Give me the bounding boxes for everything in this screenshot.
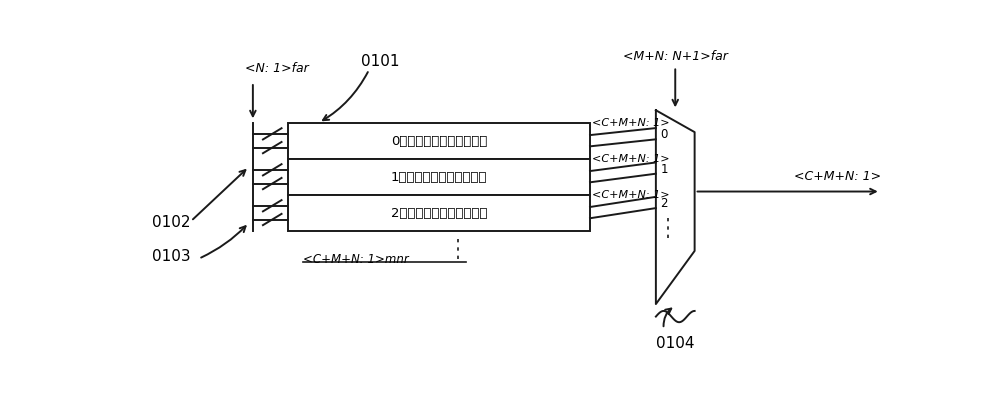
Text: 2: 2: [661, 196, 668, 209]
Text: 0102: 0102: [152, 214, 191, 229]
Text: <C+M+N: 1>: <C+M+N: 1>: [592, 190, 670, 200]
Bar: [288, 124, 590, 159]
Text: 0103: 0103: [152, 249, 191, 264]
Text: 1号传统型块地址跳转模块: 1号传统型块地址跳转模块: [391, 171, 487, 184]
Bar: [288, 195, 590, 231]
Text: <C+M+N: 1>mnr: <C+M+N: 1>mnr: [303, 253, 409, 266]
Text: <N: 1>far: <N: 1>far: [245, 62, 309, 75]
Text: 0号传统型块地址跳转模块: 0号传统型块地址跳转模块: [391, 135, 487, 148]
Text: 0: 0: [661, 128, 668, 141]
Bar: [288, 159, 590, 195]
Text: 2号传统型块地址跳转模块: 2号传统型块地址跳转模块: [391, 207, 487, 220]
Text: <C+M+N: 1>: <C+M+N: 1>: [794, 170, 881, 183]
Text: <C+M+N: 1>: <C+M+N: 1>: [592, 118, 670, 128]
Text: <M+N: N+1>far: <M+N: N+1>far: [623, 50, 728, 63]
Text: <C+M+N: 1>: <C+M+N: 1>: [592, 154, 670, 164]
Text: 0104: 0104: [656, 335, 694, 350]
Text: 0101: 0101: [361, 54, 400, 69]
Text: 1: 1: [661, 162, 668, 175]
